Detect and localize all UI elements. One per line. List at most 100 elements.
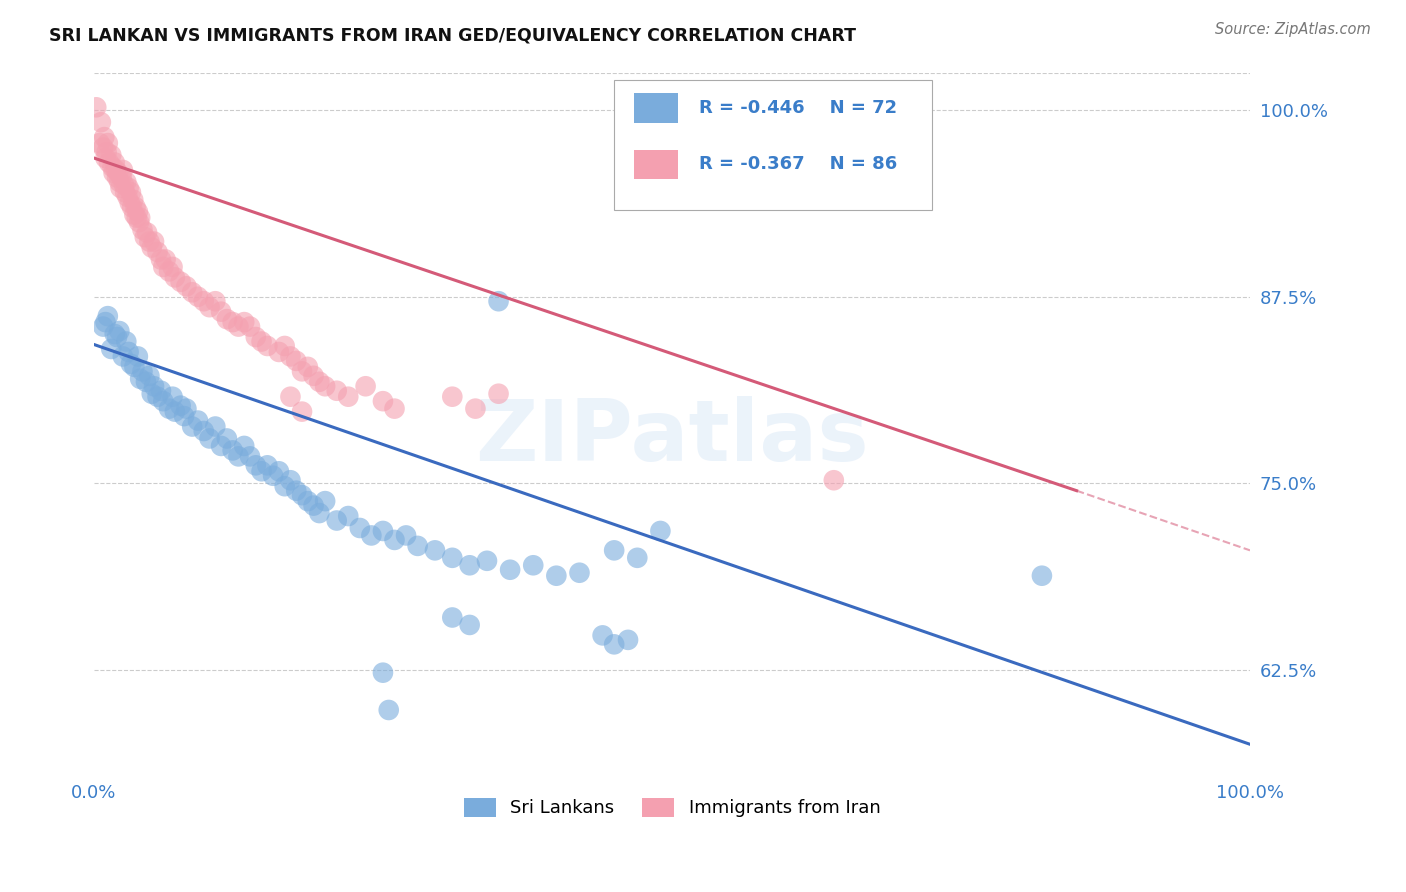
Point <box>280 473 302 487</box>
Point <box>458 558 481 573</box>
Point <box>209 304 232 318</box>
Point <box>124 200 146 214</box>
Point <box>122 193 145 207</box>
Point <box>245 458 267 473</box>
Point <box>360 528 382 542</box>
Point <box>97 309 120 323</box>
Point <box>239 319 262 334</box>
Point <box>100 148 122 162</box>
Point <box>354 379 377 393</box>
Point <box>395 528 418 542</box>
Point <box>256 339 278 353</box>
Point <box>117 190 139 204</box>
Point <box>134 230 156 244</box>
Point <box>104 155 127 169</box>
Legend: Sri Lankans, Immigrants from Iran: Sri Lankans, Immigrants from Iran <box>457 791 887 825</box>
Point <box>143 379 166 393</box>
Point <box>337 390 360 404</box>
Point <box>141 240 163 254</box>
Point <box>308 375 330 389</box>
Point <box>117 345 139 359</box>
Point <box>163 270 186 285</box>
Point <box>291 404 314 418</box>
Point <box>256 458 278 473</box>
Point <box>262 468 284 483</box>
Point <box>193 294 215 309</box>
Point <box>141 386 163 401</box>
Point <box>488 294 510 309</box>
Point <box>267 464 290 478</box>
Point <box>152 394 174 409</box>
Point <box>96 145 118 159</box>
Point <box>371 524 394 538</box>
Point <box>94 151 117 165</box>
Point <box>384 533 406 547</box>
Point <box>221 315 243 329</box>
Point <box>111 170 134 185</box>
Point <box>155 252 177 267</box>
Point <box>187 290 209 304</box>
Point <box>131 222 153 236</box>
Point <box>626 550 648 565</box>
Point <box>603 637 626 651</box>
Point <box>267 345 290 359</box>
Point <box>104 163 127 178</box>
Point <box>108 324 131 338</box>
Point <box>280 350 302 364</box>
Point <box>650 524 672 538</box>
Point <box>209 439 232 453</box>
Point <box>325 384 347 398</box>
Point <box>273 339 295 353</box>
Point <box>129 211 152 225</box>
Point <box>325 514 347 528</box>
Point <box>120 357 142 371</box>
Point <box>522 558 544 573</box>
Point <box>146 245 169 260</box>
Point <box>568 566 591 580</box>
Point <box>100 342 122 356</box>
Point <box>105 330 128 344</box>
Point <box>157 264 180 278</box>
Text: R = -0.367    N = 86: R = -0.367 N = 86 <box>699 155 897 173</box>
Point <box>173 409 195 423</box>
Point <box>337 509 360 524</box>
Point <box>204 294 226 309</box>
Point <box>138 368 160 383</box>
Point <box>198 300 221 314</box>
Point <box>138 235 160 249</box>
Point <box>297 494 319 508</box>
Point <box>97 155 120 169</box>
Text: ZIPatlas: ZIPatlas <box>475 396 869 479</box>
Point <box>121 200 143 214</box>
Point <box>143 235 166 249</box>
Point <box>245 330 267 344</box>
Point <box>181 285 204 300</box>
Point <box>181 419 204 434</box>
FancyBboxPatch shape <box>614 80 932 210</box>
Point <box>120 186 142 200</box>
Point <box>162 260 184 274</box>
Point <box>129 372 152 386</box>
Point <box>441 610 464 624</box>
Point <box>371 394 394 409</box>
Point <box>105 170 128 185</box>
Point <box>273 479 295 493</box>
Point <box>97 136 120 150</box>
Point <box>406 539 429 553</box>
Point <box>233 439 256 453</box>
Point <box>187 413 209 427</box>
Point <box>111 350 134 364</box>
Point <box>193 424 215 438</box>
Point <box>441 390 464 404</box>
Point <box>228 450 250 464</box>
Point <box>617 632 640 647</box>
Point <box>169 275 191 289</box>
Point <box>91 140 114 154</box>
Text: R = -0.446    N = 72: R = -0.446 N = 72 <box>699 99 897 117</box>
Point <box>285 483 308 498</box>
Point <box>107 166 129 180</box>
Point <box>250 464 273 478</box>
Point <box>152 260 174 274</box>
Point <box>118 195 141 210</box>
Point <box>488 386 510 401</box>
